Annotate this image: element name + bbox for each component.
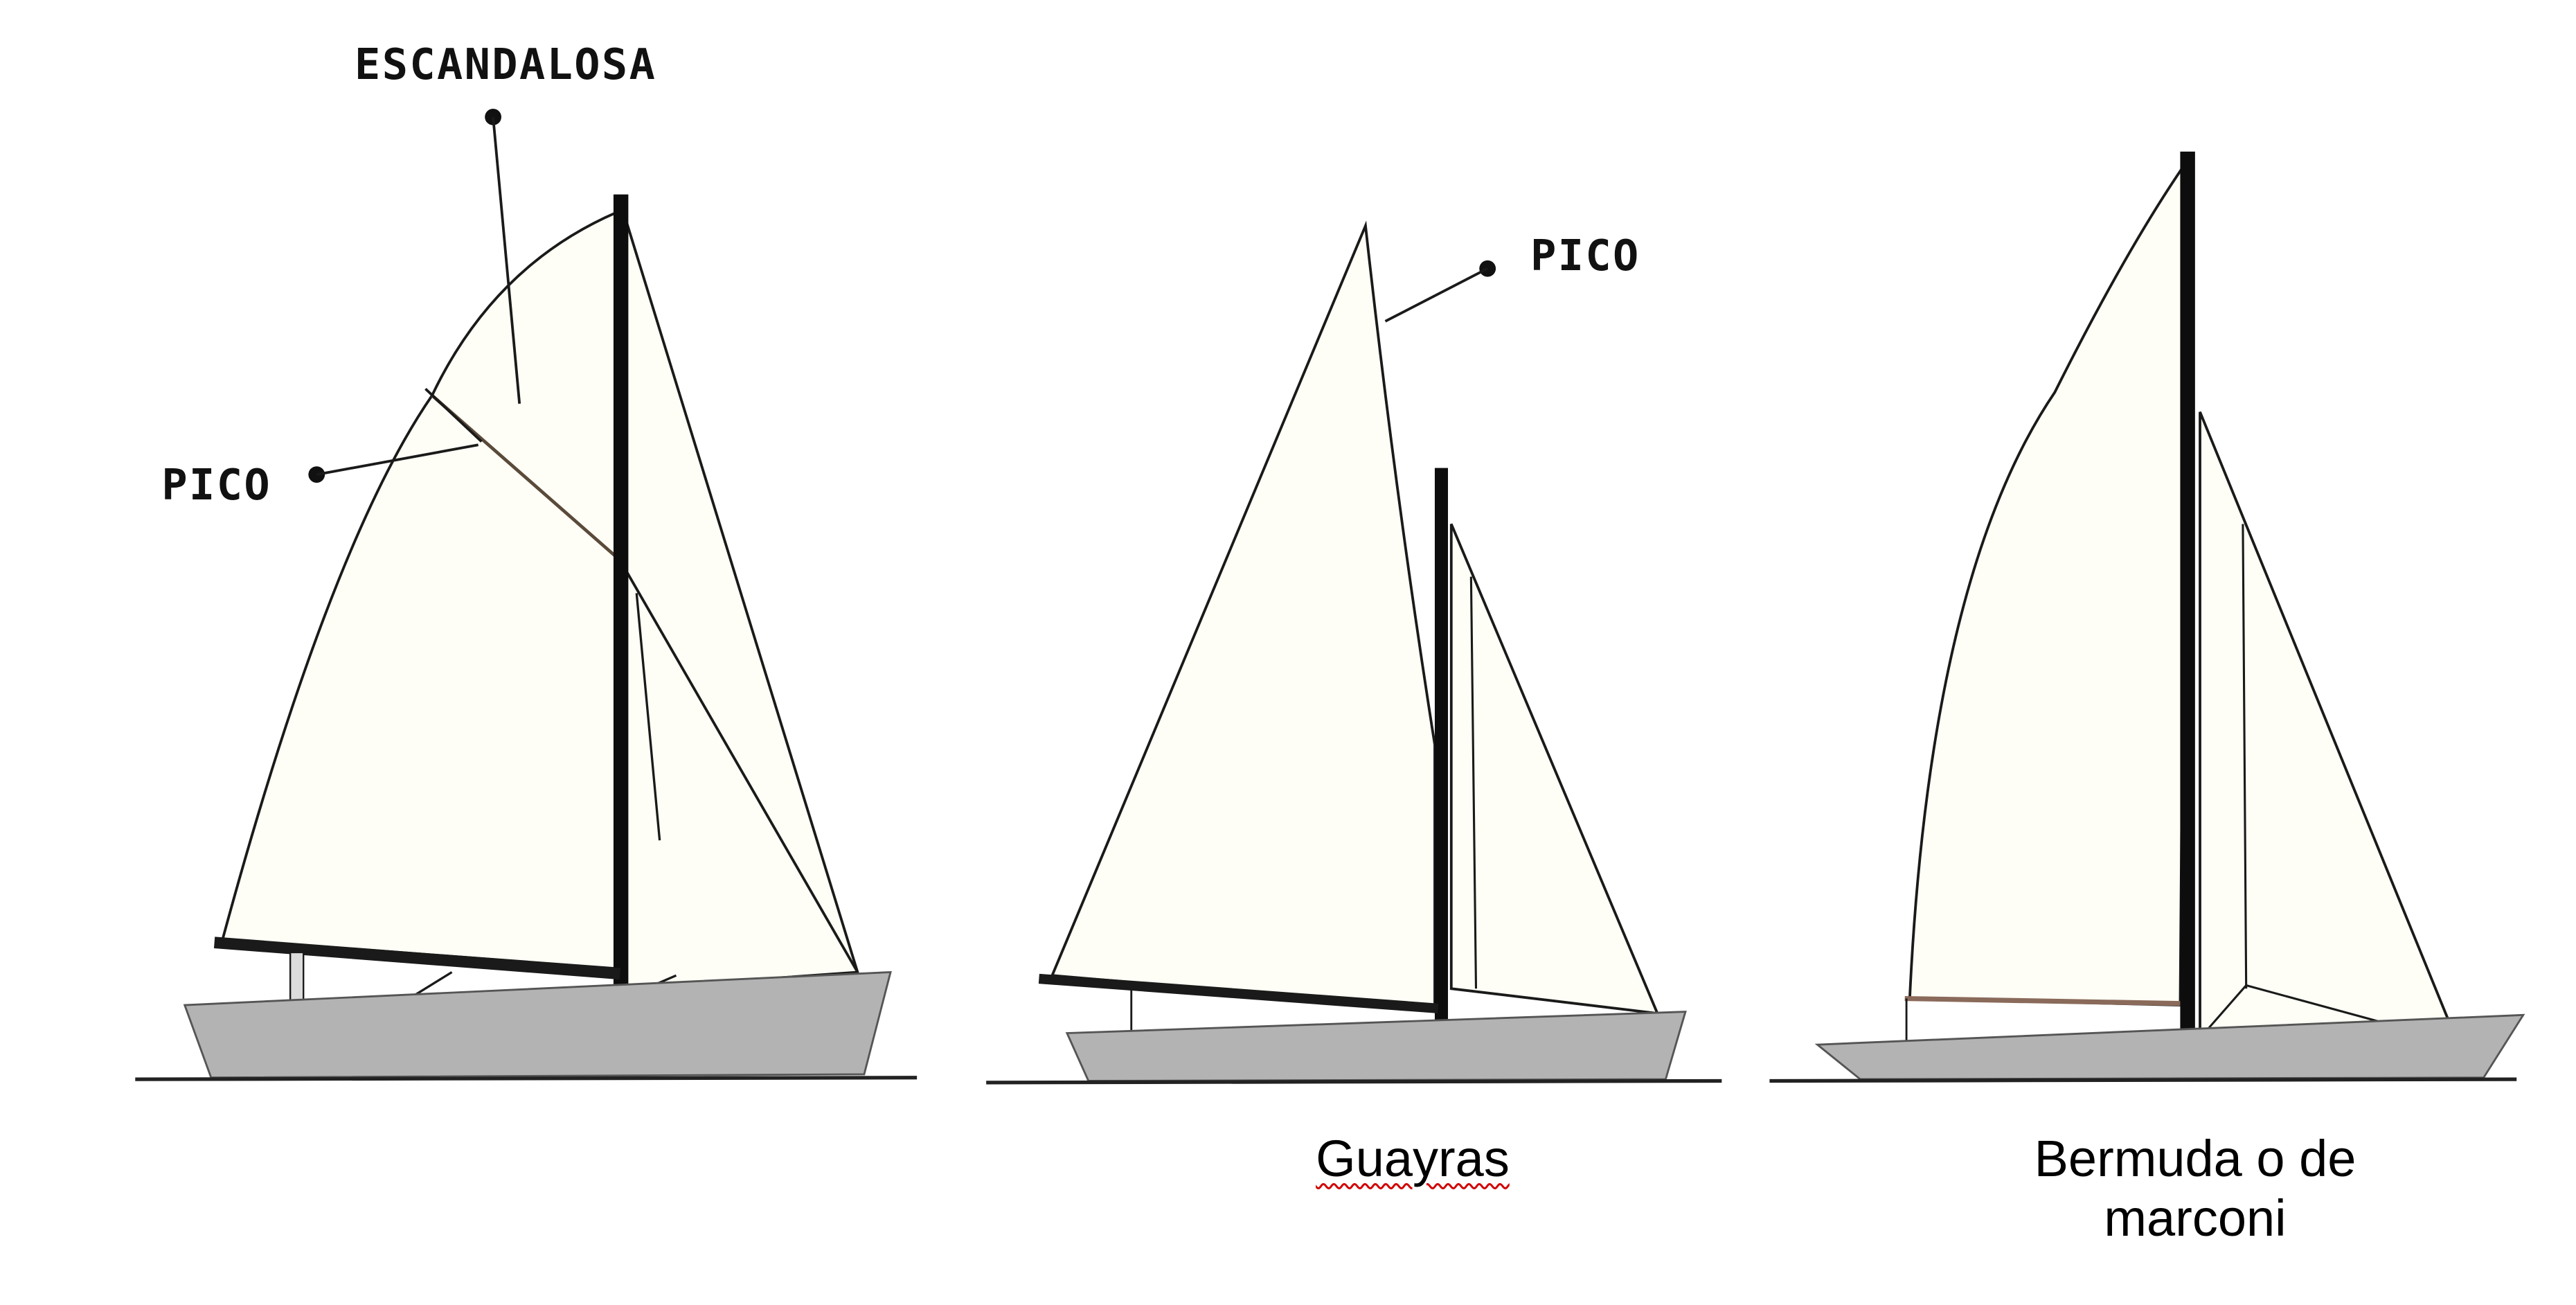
bermuda-waterline: [1769, 1077, 2517, 1083]
guayras-rig-boat: PICO: [986, 220, 1722, 1085]
escandalosa-pointer-line: [492, 116, 521, 404]
gaff-mast: [613, 194, 629, 1011]
label-pico-2: PICO: [1530, 231, 1640, 281]
label-escandalosa: ESCANDALOSA: [355, 39, 656, 89]
bermuda-hull: [1814, 1013, 2525, 1081]
guayras-mainsail: [1050, 220, 1436, 1010]
caption-guayras: Guayras: [1219, 1129, 1607, 1189]
guayras-hull: [1065, 1011, 1687, 1082]
caption-bermuda-line2: marconi: [2104, 1189, 2287, 1247]
guayras-waterline: [986, 1078, 1722, 1085]
pico-1-pointer-line: [316, 443, 478, 476]
guayras-mast: [1434, 468, 1449, 1038]
label-pico-1: PICO: [161, 460, 271, 510]
pico-2-pointer-line: [1384, 267, 1489, 323]
guayras-jib: [1449, 523, 1660, 1015]
caption-guayras-text: Guayras: [1316, 1130, 1510, 1187]
bermuda-mainsail: [1908, 157, 2188, 1007]
caption-bermuda: Bermuda o de marconi: [1953, 1129, 2438, 1248]
gaff-hull: [183, 970, 892, 1079]
gaff-mainsail: [221, 208, 622, 970]
bermuda-mast: [2180, 151, 2195, 1042]
gaff-jaw: [424, 388, 483, 443]
gaff-stay: [618, 559, 859, 973]
gaff-rig-boat: ESCANDALOSA PICO: [135, 39, 918, 1081]
bermuda-rig-boat: [1769, 151, 2525, 1083]
gaff-boom: [213, 936, 621, 980]
caption-bermuda-line1: Bermuda o de: [2034, 1130, 2356, 1187]
gaff-jib: [625, 222, 859, 991]
bermuda-jib: [2199, 411, 2451, 1040]
bermuda-boom: [1904, 995, 2181, 1006]
gaff-inner-stay: [635, 593, 661, 841]
gaff-waterline: [135, 1076, 918, 1081]
guayras-boom: [1038, 973, 1439, 1013]
